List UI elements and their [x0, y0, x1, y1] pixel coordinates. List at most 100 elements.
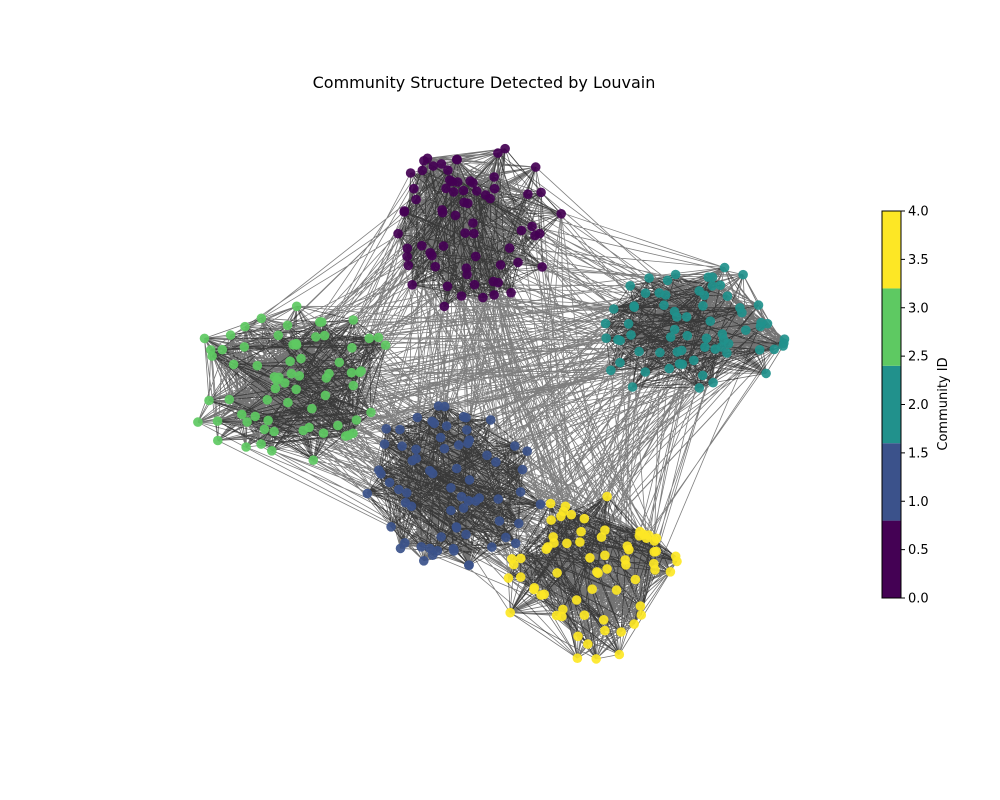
node-community-3 — [242, 417, 252, 427]
node-community-2 — [705, 316, 716, 327]
node-community-1 — [463, 496, 474, 506]
node-community-0 — [489, 290, 499, 300]
node-community-2 — [672, 312, 682, 322]
colorbar-segment-1 — [882, 443, 901, 521]
node-community-3 — [240, 321, 250, 332]
node-community-3 — [340, 431, 351, 441]
node-community-3 — [263, 415, 273, 426]
node-community-3 — [256, 439, 266, 449]
node-community-3 — [199, 333, 210, 344]
node-community-0 — [469, 279, 480, 290]
node-community-3 — [324, 368, 334, 379]
node-community-0 — [441, 183, 451, 194]
node-community-1 — [362, 488, 373, 499]
node-community-0 — [450, 210, 461, 221]
node-community-3 — [294, 371, 305, 381]
colorbar-segment-0 — [882, 520, 901, 598]
node-community-0 — [537, 262, 547, 272]
node-community-2 — [640, 288, 651, 299]
node-community-0 — [438, 241, 449, 251]
node-community-0 — [409, 183, 419, 194]
node-community-1 — [515, 487, 526, 497]
node-community-0 — [495, 260, 506, 270]
node-community-2 — [698, 301, 708, 311]
node-community-3 — [304, 422, 314, 433]
node-community-2 — [689, 355, 699, 366]
node-community-1 — [416, 542, 427, 552]
node-community-0 — [419, 156, 429, 166]
node-community-1 — [402, 488, 412, 498]
node-community-1 — [412, 412, 423, 423]
node-community-4 — [672, 556, 682, 567]
node-community-1 — [425, 465, 435, 476]
node-community-4 — [602, 564, 612, 574]
node-community-3 — [250, 411, 260, 422]
node-community-4 — [583, 639, 593, 649]
node-community-0 — [459, 197, 469, 208]
node-community-3 — [262, 395, 273, 405]
node-community-3 — [348, 315, 359, 325]
node-community-4 — [572, 653, 583, 663]
node-community-3 — [285, 356, 295, 367]
node-community-4 — [562, 538, 572, 549]
node-community-0 — [399, 206, 410, 216]
node-community-4 — [571, 595, 582, 605]
node-community-1 — [493, 494, 504, 504]
node-community-1 — [439, 401, 450, 412]
node-community-0 — [411, 194, 421, 205]
node-community-1 — [491, 457, 501, 467]
colorbar-tick-label: 2.5 — [908, 350, 929, 365]
node-community-3 — [282, 320, 293, 331]
node-community-0 — [516, 225, 527, 236]
node-community-3 — [204, 395, 214, 406]
node-community-0 — [536, 187, 546, 198]
node-community-0 — [534, 228, 545, 239]
node-community-1 — [522, 446, 532, 457]
node-community-1 — [419, 556, 429, 566]
colorbar-tick-label: 1.5 — [908, 446, 929, 461]
node-community-2 — [615, 357, 625, 368]
node-community-1 — [394, 484, 404, 495]
node-community-0 — [470, 251, 481, 262]
node-community-2 — [741, 325, 751, 336]
node-community-3 — [272, 375, 282, 386]
node-community-1 — [400, 538, 410, 548]
node-community-3 — [320, 390, 331, 401]
node-community-4 — [629, 619, 639, 629]
node-community-3 — [237, 409, 247, 420]
node-community-3 — [286, 368, 297, 379]
node-community-1 — [446, 483, 456, 493]
node-community-4 — [515, 572, 526, 582]
node-community-0 — [485, 193, 495, 204]
node-community-3 — [259, 424, 270, 435]
node-community-2 — [681, 312, 692, 322]
node-community-4 — [579, 610, 590, 620]
node-community-4 — [602, 491, 612, 502]
node-community-4 — [635, 526, 645, 537]
node-community-1 — [429, 418, 440, 429]
node-community-4 — [635, 601, 646, 611]
node-community-1 — [436, 532, 447, 542]
node-community-3 — [333, 420, 343, 431]
node-community-0 — [489, 172, 500, 182]
node-community-3 — [228, 359, 239, 370]
node-community-2 — [722, 291, 733, 302]
node-community-0 — [437, 207, 448, 218]
node-community-3 — [225, 330, 236, 340]
colorbar-tick-label: 3.5 — [908, 253, 929, 268]
node-community-3 — [239, 342, 250, 352]
node-community-0 — [465, 176, 476, 186]
node-community-3 — [356, 366, 367, 376]
node-community-1 — [461, 412, 471, 423]
node-community-2 — [717, 329, 728, 339]
node-community-3 — [311, 332, 321, 342]
node-community-4 — [558, 604, 568, 615]
node-community-0 — [523, 189, 533, 199]
node-community-0 — [513, 257, 523, 268]
node-community-1 — [514, 518, 524, 529]
node-community-2 — [719, 262, 730, 273]
node-community-3 — [373, 332, 384, 343]
node-community-1 — [501, 532, 511, 543]
node-community-0 — [417, 240, 427, 251]
node-community-3 — [380, 340, 391, 351]
